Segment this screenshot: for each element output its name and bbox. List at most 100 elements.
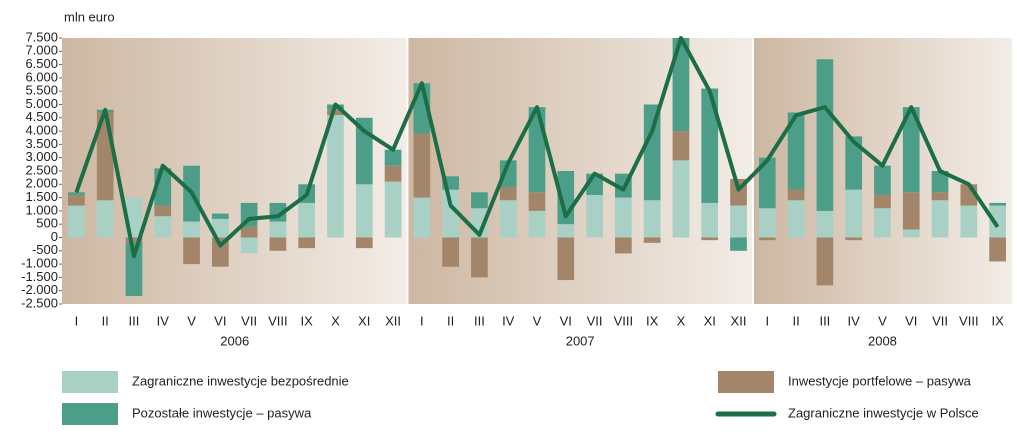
bar-segment [442, 189, 459, 238]
x-tick-label: IX [991, 313, 1004, 328]
bar-segment [240, 237, 258, 254]
year-label: 2006 [220, 333, 249, 348]
bar-segment [154, 205, 172, 217]
y-tick-label: 5.500 [25, 83, 58, 98]
bar-segment [874, 194, 891, 209]
bar-segment [413, 197, 431, 238]
x-tick-label: XI [358, 313, 370, 328]
bar-segment [643, 104, 661, 201]
bar-segment [211, 213, 229, 219]
legend-swatch [718, 371, 774, 393]
y-tick-label: 6.500 [25, 56, 58, 71]
bar-segment [730, 237, 747, 251]
legend-swatch [62, 371, 118, 393]
bar-segment [931, 200, 949, 238]
bar-segment [183, 221, 200, 238]
bar-segment [758, 237, 776, 241]
bar-segment [471, 192, 488, 209]
bar-segment [787, 200, 805, 238]
bar-segment [269, 221, 287, 238]
x-tick-label: I [765, 313, 769, 328]
bar-segment [758, 157, 776, 209]
y-tick-label: 4.500 [25, 109, 58, 124]
x-tick-label: IV [848, 313, 861, 328]
bar-segment [643, 200, 661, 238]
year-panel [407, 38, 753, 304]
bar-segment [701, 202, 719, 238]
x-tick-label: XII [731, 313, 747, 328]
x-tick-label: III [819, 313, 830, 328]
y-tick-label: -500 [32, 242, 58, 257]
bar-segment [615, 197, 632, 238]
y-tick-label: 2.000 [25, 176, 58, 191]
x-tick-label: III [474, 313, 485, 328]
x-tick-label: IX [301, 313, 314, 328]
bar-segment [384, 165, 402, 182]
x-tick-label: V [533, 313, 542, 328]
bar-segment [672, 38, 690, 132]
bar-segment [355, 184, 373, 238]
y-tick-label: -2.000 [21, 282, 58, 297]
bar-segment [442, 237, 459, 267]
bar-segment [989, 237, 1006, 262]
x-tick-label: VI [214, 313, 226, 328]
y-tick-label: 5.000 [25, 96, 58, 111]
bar-segment [672, 131, 690, 161]
x-tick-label: VII [587, 313, 603, 328]
bar-segment [211, 237, 229, 267]
x-tick-label: III [129, 313, 140, 328]
bar-segment [125, 237, 143, 243]
bar-segment [787, 189, 805, 201]
legend-label: Zagraniczne inwestycje w Polsce [788, 405, 979, 420]
bar-segment [327, 109, 344, 116]
bar-segment [355, 237, 373, 249]
bar-segment [845, 237, 863, 241]
x-tick-label: VIII [614, 313, 634, 328]
bar-segment [298, 202, 316, 238]
bar-segment [528, 192, 546, 211]
bar-segment [528, 210, 546, 238]
x-tick-label: X [677, 313, 686, 328]
y-tick-label: -1.000 [21, 256, 58, 271]
bar-segment [298, 237, 316, 249]
bar-segment [902, 192, 920, 230]
y-tick-label: 1.000 [25, 202, 58, 217]
bar-segment [499, 200, 517, 238]
y-tick-label: 6.000 [25, 69, 58, 84]
bar-segment [960, 205, 978, 238]
year-label: 2007 [566, 333, 595, 348]
bar-segment [68, 194, 85, 206]
y-tick-label: 0 [51, 229, 58, 244]
bar-segment [68, 192, 85, 195]
bar-segment [787, 112, 805, 190]
bar-segment [557, 224, 575, 238]
x-tick-label: VIII [959, 313, 979, 328]
y-tick-label: -1.500 [21, 269, 58, 284]
y-tick-label: 3.000 [25, 149, 58, 164]
bar-segment [816, 59, 834, 211]
x-tick-label: VI [560, 313, 572, 328]
bar-segment [557, 237, 575, 281]
bar-segment [845, 136, 863, 190]
bar-segment [499, 186, 517, 201]
x-tick-label: IV [157, 313, 170, 328]
bar-segment [902, 229, 920, 238]
y-tick-label: 500 [36, 216, 58, 231]
y-tick-label: 1.500 [25, 189, 58, 204]
legend-label: Pozostałe inwestycje – pasywa [132, 405, 312, 420]
x-tick-label: XII [385, 313, 401, 328]
x-tick-label: X [331, 313, 340, 328]
y-tick-label: -2.500 [21, 295, 58, 310]
bar-segment [96, 200, 114, 238]
year-label: 2008 [868, 333, 897, 348]
bar-segment [125, 242, 143, 297]
bar-segment [384, 149, 402, 166]
bar-segment [68, 205, 85, 238]
x-tick-label: VII [241, 313, 257, 328]
x-tick-label: I [420, 313, 424, 328]
bar-segment [240, 226, 258, 238]
x-tick-label: II [102, 313, 109, 328]
x-tick-label: VI [905, 313, 917, 328]
x-tick-label: VII [932, 313, 948, 328]
